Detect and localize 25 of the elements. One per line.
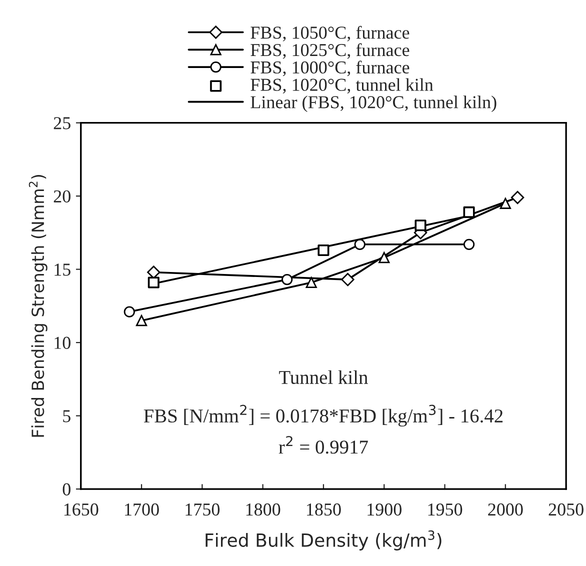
x-tick-label: 1850 [307, 503, 341, 516]
x-axis-title: Fired Bulk Density (kg/m$^{3}$) [206, 530, 442, 550]
legend-label: FBS, 1050°C, furnace [250, 26, 410, 42]
annotation: r$^{2}$ = 0.9917 [278, 436, 368, 454]
y-tick-label: 0 [62, 483, 70, 496]
legend-label: FBS, 1025°C, furnace [250, 43, 410, 59]
y-tick-label: 5 [63, 410, 70, 422]
x-tick-label: 1800 [246, 503, 280, 516]
x-tick-label: 2000 [488, 503, 523, 516]
x-tick-label: 1650 [64, 503, 98, 516]
y-tick-label: 10 [54, 336, 70, 349]
y-tick-label: 15 [54, 264, 70, 276]
legend-label: Linear (FBS, 1020°C, tunnel kiln) [250, 96, 496, 112]
annotation: FBS [N/mm$^{2}$] = 0.0178*FBD [kg/m$^{3}$] - 16.42 [144, 404, 503, 427]
x-tick-label: 1950 [428, 503, 462, 516]
annotation: Tunnel kiln [279, 370, 368, 384]
x-tick-label: 2050 [548, 503, 584, 516]
y-axis-title: Fired Bending Strength (Nmm$^{2}$) [28, 175, 48, 437]
y-tick-label: 20 [54, 190, 70, 203]
legend-label: FBS, 1000°C, furnace [250, 60, 410, 76]
x-tick-label: 1900 [368, 503, 402, 516]
x-tick-label: 1700 [125, 503, 159, 516]
x-tick-label: 1750 [186, 503, 220, 516]
y-tick-label: 25 [54, 117, 70, 130]
legend-label: FBS, 1020°C, tunnel kiln [250, 78, 434, 94]
